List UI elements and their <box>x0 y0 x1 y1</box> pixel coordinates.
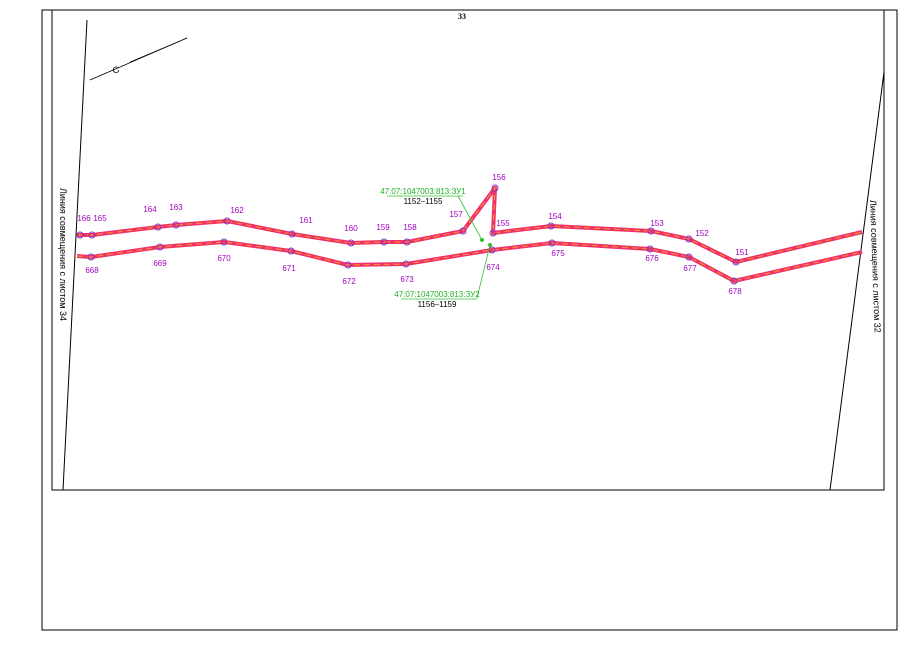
vertex <box>685 253 693 261</box>
vertex <box>459 227 467 235</box>
vertex <box>380 238 388 246</box>
outer-frame <box>41 9 898 631</box>
vertex <box>730 277 738 285</box>
vertex <box>548 239 556 247</box>
right-edge-label: Линия совмещения с листом 32 <box>868 200 883 333</box>
point-label: 159 <box>376 223 390 232</box>
vertex <box>489 229 497 237</box>
vertex <box>287 247 295 255</box>
point-label: 669 <box>153 259 167 268</box>
point-label: 674 <box>486 263 500 272</box>
parcel-marker <box>480 238 484 242</box>
point-label: 161 <box>299 216 313 225</box>
vertex <box>685 235 693 243</box>
parcel-marker <box>488 243 492 247</box>
vertex <box>491 184 499 192</box>
point-label: 162 <box>230 206 244 215</box>
vertex <box>172 221 180 229</box>
point-label: 164 <box>143 205 157 214</box>
point-label: 151 <box>735 248 749 257</box>
boundary-centerline <box>76 241 863 282</box>
point-label: 152 <box>695 229 709 238</box>
point-label: 156 <box>492 173 506 182</box>
vertex <box>344 261 352 269</box>
sheet-number: 33 <box>458 12 466 21</box>
vertex <box>403 238 411 246</box>
point-label: 668 <box>85 266 99 275</box>
vertex <box>88 231 96 239</box>
cadastral-number: 47:07:1047003:813:ЗУ1 <box>380 187 466 196</box>
point-label: 163 <box>169 203 183 212</box>
point-label: 157 <box>449 210 463 219</box>
right-edge-line <box>829 71 885 491</box>
boundary-centerline <box>77 186 863 263</box>
cadastral-number: 47:07:1047003:813:ЗУ2 <box>394 290 480 299</box>
point-label: 670 <box>217 254 231 263</box>
north-label: С <box>111 64 121 76</box>
vertex <box>154 223 162 231</box>
point-label: 673 <box>400 275 414 284</box>
vertex <box>220 238 228 246</box>
point-label: 678 <box>728 287 742 296</box>
vertex <box>347 239 355 247</box>
point-label: 675 <box>551 249 565 258</box>
vertex <box>646 245 654 253</box>
point-label: 672 <box>342 277 356 286</box>
vertex <box>87 253 95 261</box>
point-label: 158 <box>403 223 417 232</box>
vertex <box>547 222 555 230</box>
point-label: 165 <box>93 214 107 223</box>
point-label: 677 <box>683 264 697 273</box>
point-label: 160 <box>344 224 358 233</box>
point-label: 153 <box>650 219 664 228</box>
point-label: 676 <box>645 254 659 263</box>
point-label: 166 <box>77 214 91 223</box>
vertex <box>288 230 296 238</box>
left-edge-label: Линия совмещения с листом 34 <box>58 188 68 321</box>
vertex <box>647 227 655 235</box>
vertex <box>76 231 84 239</box>
point-range: 1152–1155 <box>404 197 443 206</box>
vertex <box>156 243 164 251</box>
leader-line <box>476 244 491 299</box>
point-label: 671 <box>282 264 296 273</box>
vertex <box>402 260 410 268</box>
vertex <box>223 217 231 225</box>
map-frame <box>51 9 885 491</box>
point-label: 155 <box>496 219 510 228</box>
boundary-lines: 166 165 164 163 162 161 160 159 158 157 156 155 154 1… <box>76 173 863 296</box>
left-edge-line <box>62 19 88 491</box>
north-arrow: С <box>89 37 188 81</box>
point-range: 1156–1159 <box>418 300 457 309</box>
point-label: 154 <box>548 212 562 221</box>
vertex <box>732 258 740 266</box>
leader-line <box>457 195 483 241</box>
